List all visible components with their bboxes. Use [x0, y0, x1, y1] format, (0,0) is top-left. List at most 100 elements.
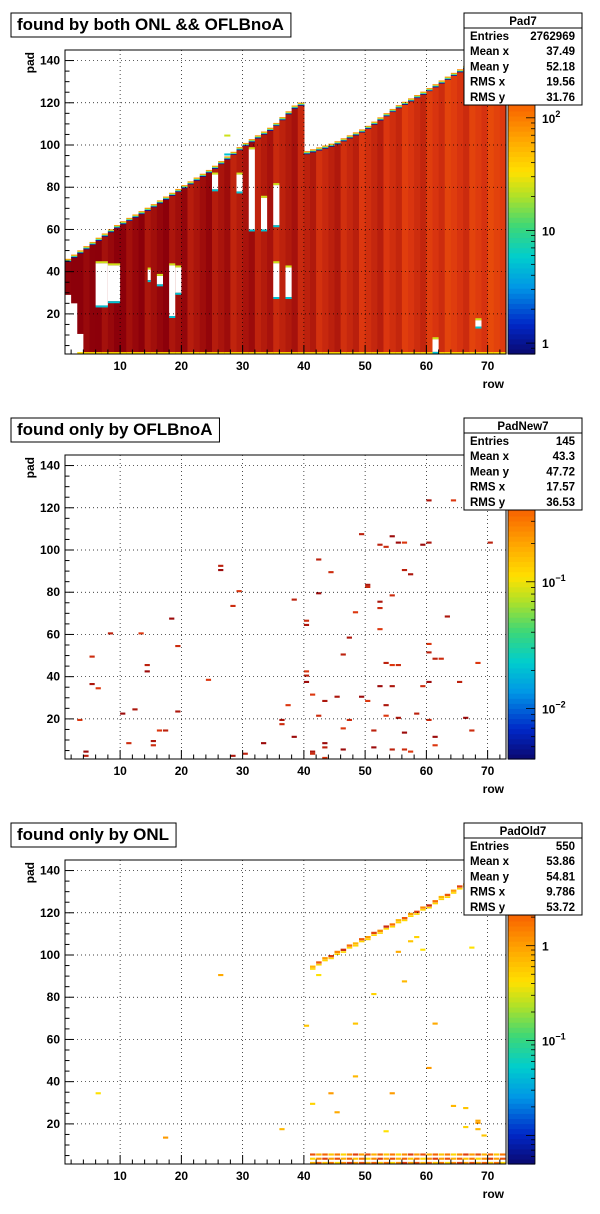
heatmap-bin: [359, 1157, 365, 1160]
grid-lines: [65, 455, 506, 759]
heatmap-bin: [371, 1161, 377, 1164]
heatmap-bin: [95, 1092, 101, 1095]
edge-bin: [132, 215, 140, 217]
heatmap-bin: [303, 623, 310, 626]
edge-bin: [377, 352, 385, 354]
edge-bin: [71, 254, 78, 256]
heatmap-bin: [334, 950, 341, 954]
heatmap-bin: [352, 942, 359, 945]
color-bar-segment: [508, 571, 535, 578]
edge-bin: [346, 135, 354, 137]
edge-bin: [438, 81, 446, 83]
edge-bin: [346, 137, 354, 139]
color-bar-segment: [508, 991, 535, 998]
heatmap-bin: [77, 718, 83, 721]
color-bar: 1 10 102: [507, 49, 560, 355]
edge-bin: [303, 153, 311, 155]
edge-bin: [236, 148, 244, 150]
heatmap-bin: [377, 1161, 383, 1164]
heatmap-column: [408, 100, 415, 355]
heatmap-bin: [414, 1153, 420, 1156]
edge-bin: [212, 167, 219, 168]
x-tick-label: 30: [236, 764, 250, 778]
edge-bin: [101, 233, 109, 235]
heatmap-bin: [408, 1157, 414, 1160]
stats-row-label: Entries: [470, 31, 509, 43]
edge-bin: [408, 352, 415, 354]
edge-bin: [89, 243, 97, 245]
color-bar-segment: [508, 343, 535, 350]
edge-bin: [273, 123, 280, 125]
edge-bin: [83, 246, 91, 247]
heatmap-bin: [346, 944, 353, 947]
edge-bin: [401, 101, 409, 103]
heatmap-bin: [352, 944, 359, 947]
x-tick-label: 40: [297, 1169, 311, 1183]
edge-bin: [499, 352, 507, 354]
color-bar-segment: [508, 536, 535, 542]
heatmap-bin: [414, 712, 420, 715]
heatmap-bin: [310, 693, 316, 696]
edge-bin: [107, 263, 121, 266]
heatmap-bin: [457, 887, 463, 890]
color-bar-segment: [508, 672, 535, 679]
color-bar-segment: [508, 946, 535, 952]
y-tick-label: 80: [47, 585, 61, 599]
heatmap-column: [487, 55, 495, 354]
heatmap-column: [463, 68, 470, 355]
heatmap-bin: [371, 746, 377, 749]
x-tick-label: 60: [420, 764, 434, 778]
heatmap-bin: [144, 670, 150, 673]
heatmap-bin: [420, 948, 426, 951]
edge-bin: [89, 244, 97, 246]
color-bar-segment: [508, 1093, 535, 1099]
heatmap-bin: [481, 1157, 488, 1160]
color-bar-segment: [508, 642, 535, 649]
stats-row-value: 37.49: [546, 46, 575, 58]
edge-bin: [334, 143, 342, 145]
color-bar-tick-label: 102: [542, 109, 560, 126]
panel-title-frame: [10, 12, 292, 38]
color-bar-segment: [508, 1113, 535, 1119]
y-tick-label: 120: [40, 501, 60, 515]
edge-bin: [107, 231, 115, 233]
color-bar-segment: [508, 1017, 535, 1023]
heatmap-column: [163, 198, 170, 354]
heatmap-bin: [426, 1153, 432, 1156]
edge-bin: [254, 136, 262, 138]
edge-bin: [297, 104, 305, 106]
x-tick-label: 40: [297, 359, 311, 373]
stats-row-value: 43.3: [553, 451, 575, 463]
color-bar-tick-label: 1: [542, 337, 549, 351]
x-tick-label: 10: [113, 1169, 127, 1183]
color-bar-segment: [508, 541, 535, 547]
heatmap-bin: [432, 735, 438, 738]
panel-title-frame: [10, 417, 220, 443]
heatmap-bin: [340, 727, 346, 730]
heatmap-column: [150, 206, 158, 354]
heatmap-bin: [334, 695, 340, 698]
edge-bin: [248, 352, 256, 354]
heatmap-column: [267, 130, 274, 354]
edge-bin: [156, 352, 164, 354]
edge-bin: [138, 213, 146, 215]
panel-title: found only by ONL: [17, 825, 169, 844]
color-bar-segment: [508, 748, 535, 755]
edge-bin: [114, 225, 121, 226]
edge-bin: [273, 352, 280, 354]
edge-bin: [205, 172, 213, 174]
heatmap-bin: [377, 685, 383, 688]
heatmap-bin: [426, 906, 432, 909]
edge-bin: [475, 326, 482, 329]
edge-bin: [230, 151, 238, 153]
edge-bin: [408, 99, 415, 101]
heatmap-bin: [328, 1153, 334, 1156]
heatmap-bin: [218, 564, 224, 567]
color-bar-segment: [508, 151, 535, 157]
edge-bin: [224, 134, 231, 137]
heatmap-bin: [432, 1161, 439, 1164]
edge-bin: [138, 211, 146, 212]
heatmap-bin: [334, 1111, 340, 1114]
color-bar-segment: [508, 202, 535, 208]
heatmap-bin: [383, 925, 390, 928]
